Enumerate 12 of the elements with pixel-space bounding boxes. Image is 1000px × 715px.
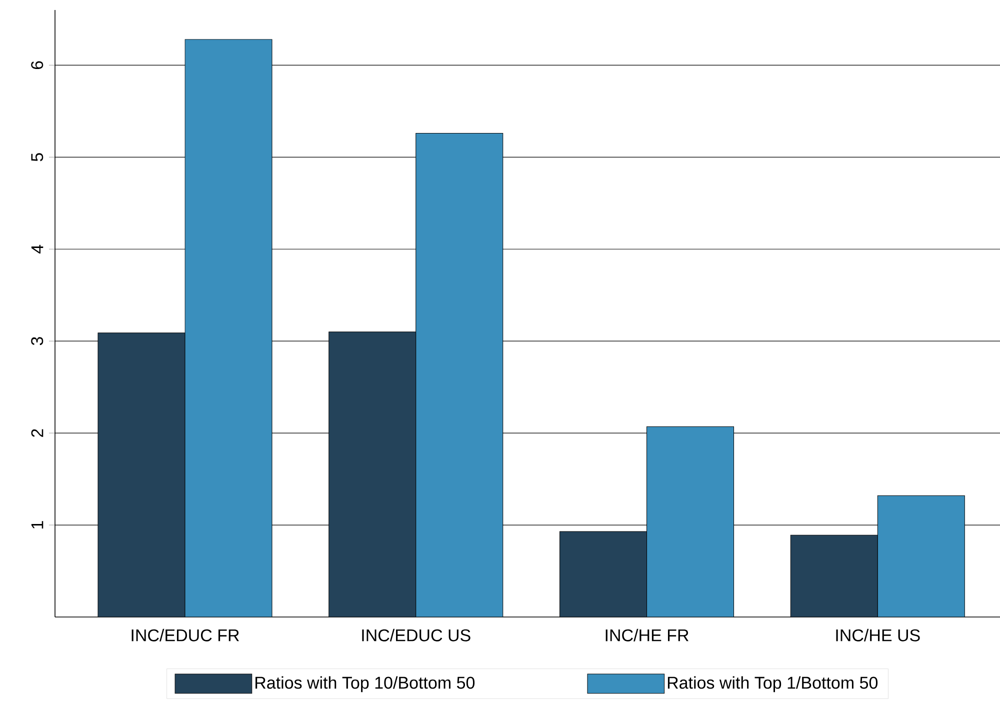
legend-label: Ratios with Top 10/Bottom 50 bbox=[256, 676, 475, 692]
y-tick-label: 6 bbox=[31, 61, 44, 70]
x-tick-label: INC/EDUC FR bbox=[132, 628, 239, 642]
x-tick-label: INC/HE FR bbox=[606, 628, 688, 642]
y-tick-label: 3 bbox=[31, 337, 44, 346]
legend-label: Ratios with Top 1/Bottom 50 bbox=[668, 676, 878, 692]
y-tick-label: 2 bbox=[31, 429, 44, 437]
x-tick-label: INC/EDUC US bbox=[362, 628, 470, 642]
y-tick-label: 4 bbox=[31, 244, 44, 254]
y-tick-label: 1 bbox=[31, 521, 44, 528]
y-tick-label: 5 bbox=[31, 153, 44, 162]
x-tick-label: INC/HE US bbox=[836, 628, 920, 642]
